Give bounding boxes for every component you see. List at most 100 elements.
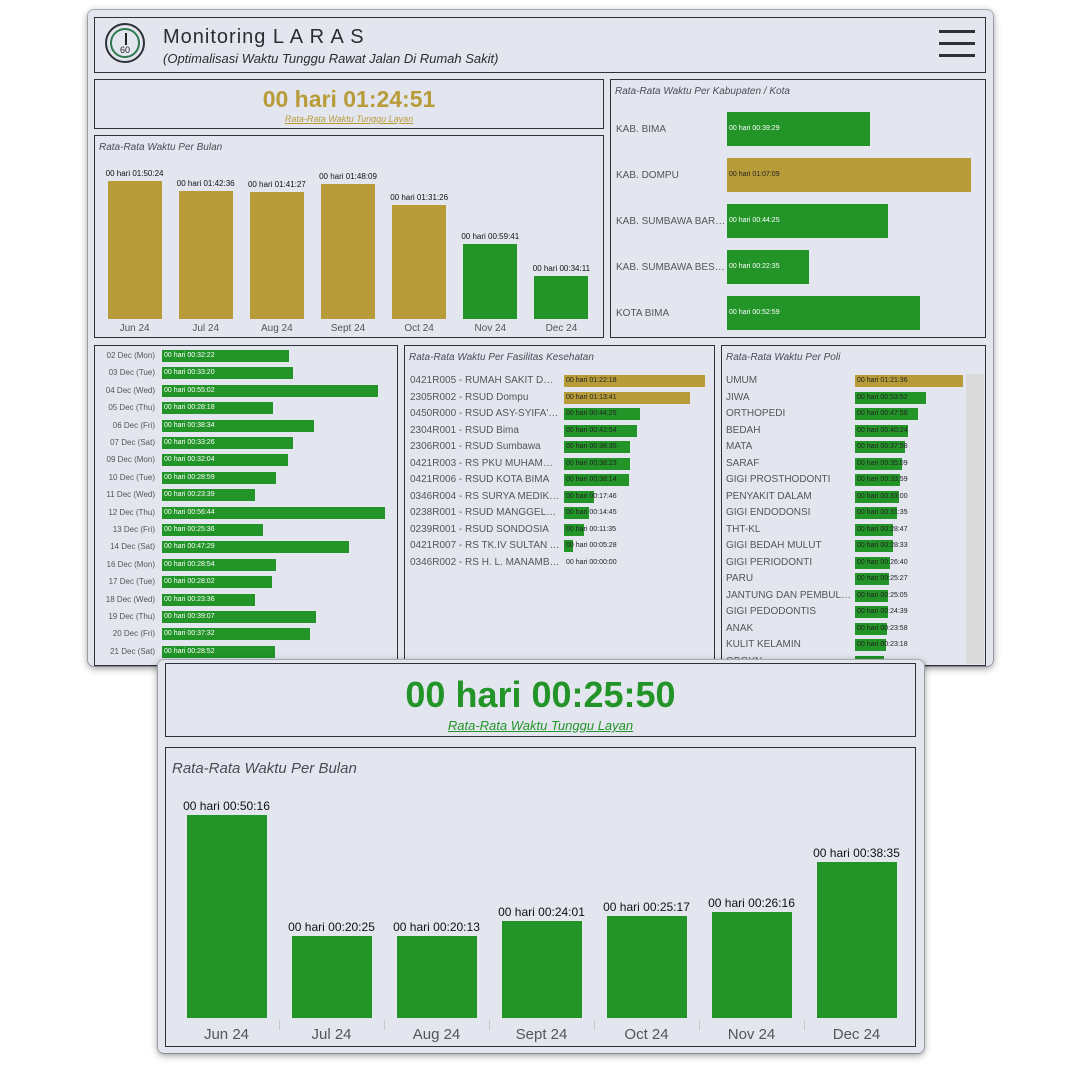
monthly-chart: 00 hari 01:50:24 Jun 24 00 hari 01:42:36 Ju… — [95, 136, 603, 337]
chart-bar — [855, 474, 900, 486]
row-label: 17 Dec (Tue) — [108, 577, 155, 587]
data-label: 00 hari 00:28:02 — [164, 578, 215, 586]
chart-bar — [855, 573, 889, 585]
chart-bar — [564, 441, 631, 453]
data-label: 00 hari 00:23:18 — [857, 641, 908, 648]
data-label: 00 hari 00:11:35 — [566, 525, 617, 533]
row-label: 11 Dec (Wed) — [106, 490, 155, 500]
x-tick-label: Oct 24 — [624, 1026, 669, 1043]
row-label: KAB. DOMPU — [616, 170, 679, 181]
data-label: 00 hari 00:22:35 — [729, 263, 780, 270]
poli-panel: Rata-Rata Waktu Per Poli UMUM 00 hari 01:… — [721, 345, 986, 666]
row-label: 0346R004 - RS SURYA MEDIKA ... — [410, 490, 560, 502]
data-label: 00 hari 01:41:27 — [247, 180, 306, 190]
x-tick-label: Jun 24 — [203, 1026, 250, 1043]
kabupaten-panel: Rata-Rata Waktu Per Kabupaten / Kota KAB… — [610, 79, 986, 338]
fasilitas-panel: Rata-Rata Waktu Per Fasilitas Kesehatan … — [404, 345, 715, 666]
row-label: 13 Dec (Fri) — [112, 525, 155, 534]
chart-bar — [463, 244, 518, 319]
chart-bar — [564, 540, 574, 552]
chart-bar — [855, 424, 909, 437]
x-tick-label: Sept 24 — [330, 323, 366, 334]
row-label: 0238R001 - RSUD MANGGELEW... — [410, 507, 560, 518]
x-tick-label: Jul 24 — [192, 323, 220, 334]
data-label: 00 hari 00:32:22 — [164, 352, 215, 359]
data-label: 00 hari 00:33:59 — [857, 476, 908, 483]
chart-bar — [727, 158, 971, 192]
chart-bar — [855, 523, 894, 536]
header-bar: 60 Monitoring L A R A S (Optimalisasi Wa… — [94, 17, 986, 73]
axis-separator — [489, 1020, 490, 1030]
menu-icon[interactable] — [939, 30, 975, 58]
chart-bar — [162, 367, 294, 380]
row-label: JANTUNG DAN PEMBULU... — [726, 589, 853, 601]
row-label: THT-KL — [726, 523, 761, 535]
data-label: 00 hari 00:38:35 — [566, 443, 617, 450]
chart-bar — [855, 375, 963, 387]
data-label: 00 hari 00:28:33 — [857, 542, 908, 549]
data-label: 00 hari 00:38:34 — [164, 421, 215, 429]
data-label: 00 hari 00:38:23 — [566, 459, 617, 467]
app-title: Monitoring L A R A S — [163, 26, 365, 48]
daily-panel: 02 Dec (Mon) 00 hari 00:32:22 03 Dec (Tue)… — [94, 345, 398, 666]
row-label: 2305R002 - RSUD Dompu — [410, 391, 529, 403]
data-label: 00 hari 01:42:36 — [176, 178, 235, 188]
row-label: GIGI BEDAH MULUT — [726, 540, 822, 551]
data-label: 00 hari 00:28:18 — [164, 404, 215, 412]
data-label: 00 hari 00:59:41 — [461, 232, 520, 242]
data-label: 00 hari 00:20:25 — [288, 919, 375, 934]
data-label: 00 hari 00:25:05 — [857, 591, 908, 599]
chart-bar — [534, 276, 589, 319]
chart-bar — [321, 183, 375, 319]
chart-bar — [162, 611, 316, 623]
data-label: 00 hari 00:34:11 — [532, 264, 591, 274]
row-label: GIGI ENDODONSI — [726, 507, 811, 518]
row-label: 0346R002 - RS H. L. MANAMBAI... — [410, 556, 560, 568]
x-tick-label: Sept 24 — [515, 1026, 568, 1043]
data-label: 00 hari 01:07:09 — [729, 171, 780, 178]
row-label: KOTA BIMA — [616, 308, 670, 319]
x-tick-label: Dec 24 — [545, 323, 578, 334]
data-label: 00 hari 00:28:54 — [164, 560, 215, 568]
row-label: 16 Dec (Mon) — [106, 559, 155, 569]
row-label: BEDAH — [726, 424, 761, 436]
chart-bar — [564, 375, 705, 387]
row-label: ANAK — [726, 622, 754, 634]
row-label: 0421R005 - RUMAH SAKIT DR A... — [410, 375, 560, 386]
kpi-label-link[interactable]: Rata-Rata Waktu Tunggu Layan — [284, 114, 414, 124]
kpi-second-label-link[interactable]: Rata-Rata Waktu Tunggu Layan — [447, 718, 634, 733]
chart-bar — [855, 589, 889, 602]
dashboard-card-top: 60 Monitoring L A R A S (Optimalisasi Wa… — [88, 10, 993, 666]
chart-bar — [855, 639, 886, 651]
poli-scrollbar[interactable] — [966, 374, 984, 664]
row-label: 12 Dec (Thu) — [108, 507, 155, 517]
chart-bar — [855, 556, 891, 569]
axis-separator — [699, 1020, 700, 1030]
row-label: 2306R001 - RSUD Sumbawa — [410, 441, 541, 452]
chart-bar — [249, 192, 304, 319]
row-label: JIWA — [726, 391, 750, 403]
chart-bar — [727, 296, 920, 330]
row-label: ORTHOPEDI — [726, 408, 786, 419]
chart-bar — [727, 112, 871, 146]
row-label: 14 Dec (Sat) — [110, 542, 155, 552]
monthly-second-chart: 00 hari 00:50:16 Jun 24 00 hari 00:20:25 Ju… — [166, 748, 915, 1046]
row-label: 03 Dec (Tue) — [108, 368, 155, 378]
chart-bar — [855, 408, 919, 420]
chart-bar — [501, 920, 582, 1018]
fasilitas-chart: 0421R005 - RUMAH SAKIT DR A... 00 hari 01… — [405, 346, 714, 665]
chart-bar — [162, 384, 379, 397]
row-label: GIGI PROSTHODONTI — [726, 474, 831, 485]
data-label: 00 hari 00:28:47 — [857, 525, 908, 533]
chart-bar — [162, 419, 314, 432]
row-label: 2304R001 - RSUD Bima — [410, 424, 519, 436]
row-label: 09 Dec (Mon) — [106, 455, 155, 465]
row-label: 04 Dec (Wed) — [105, 385, 155, 395]
data-label: 00 hari 00:33:26 — [164, 439, 215, 446]
data-label: 00 hari 00:17:46 — [566, 492, 617, 500]
axis-separator — [804, 1020, 805, 1030]
chart-bar — [855, 391, 927, 404]
chart-bar — [162, 350, 290, 362]
chart-bar — [564, 507, 590, 519]
x-tick-label: Jun 24 — [119, 323, 150, 334]
